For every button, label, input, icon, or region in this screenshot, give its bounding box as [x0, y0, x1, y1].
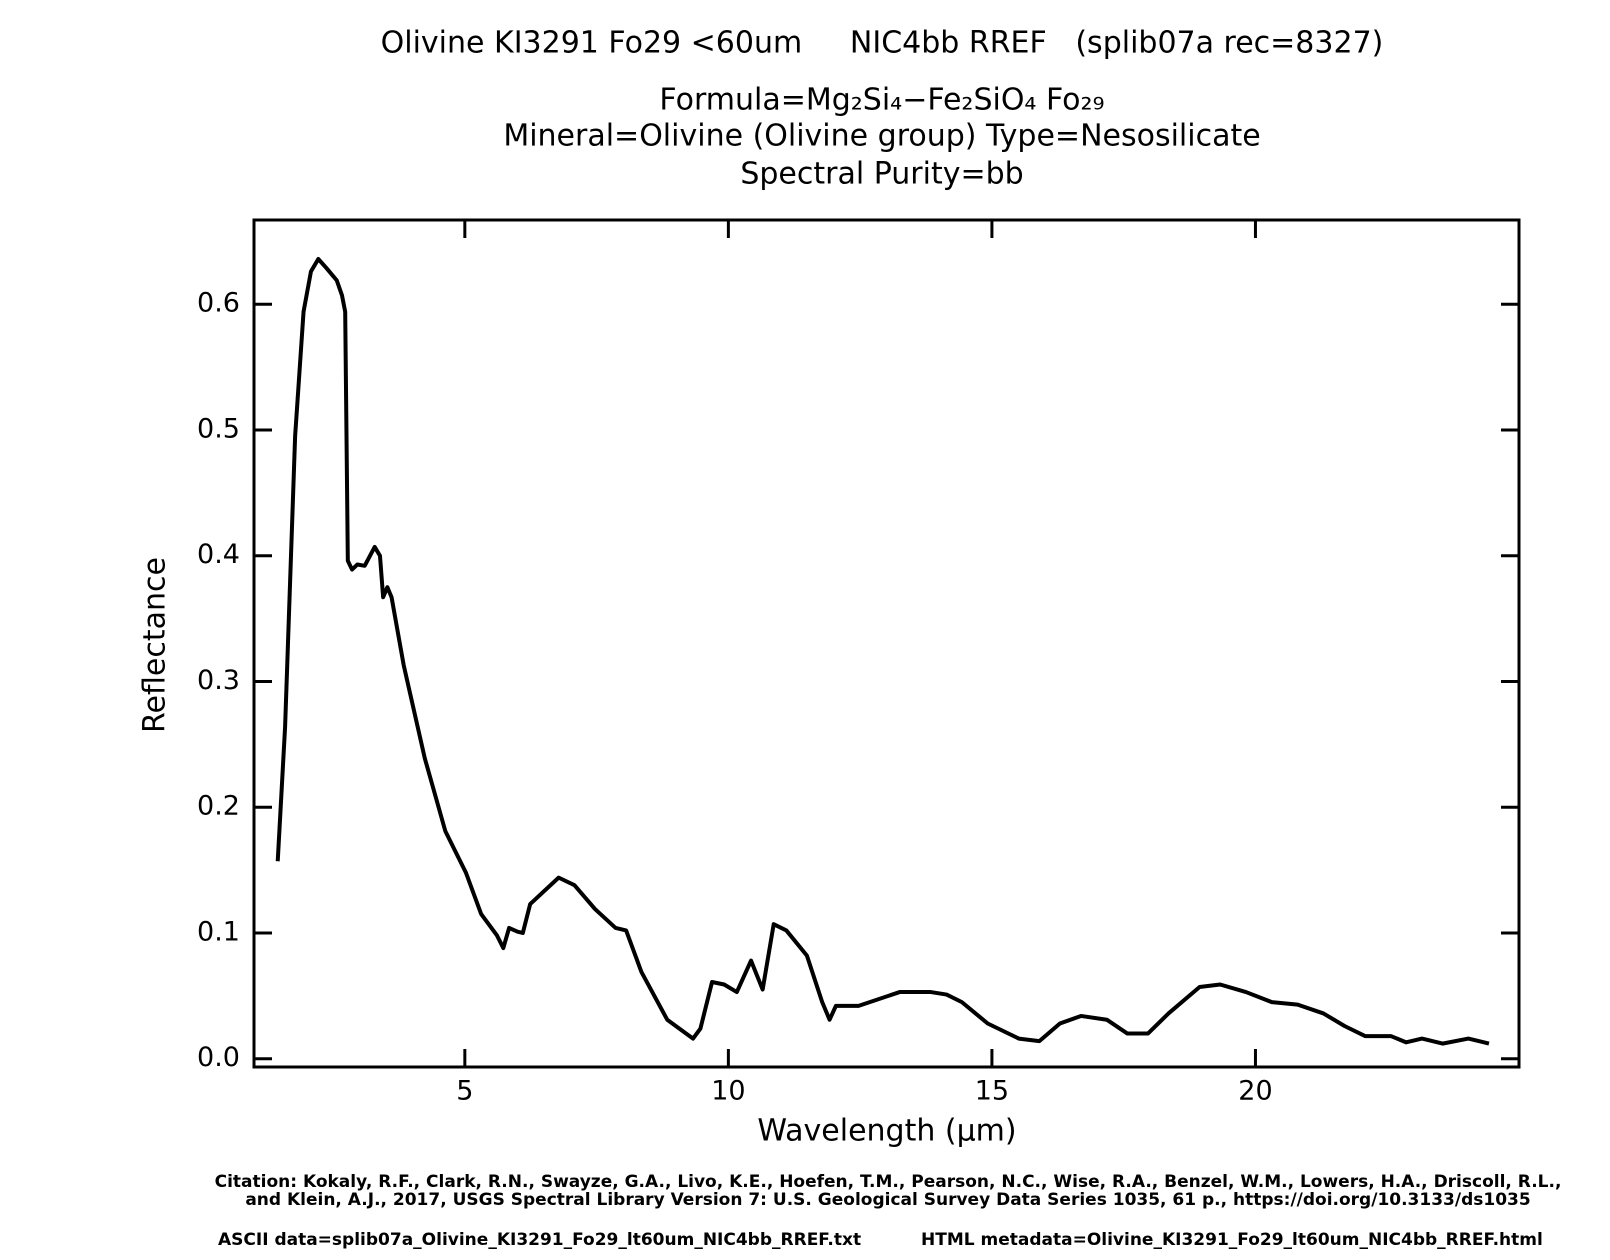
ascii-note: ASCII data=splib07a_Olivine_KI3291_Fo29_… [218, 1230, 861, 1250]
x-tick-label: 20 [1238, 1076, 1272, 1107]
y-tick-label: 0.3 [197, 665, 240, 696]
y-tick-label: 0.0 [197, 1042, 240, 1073]
y-axis-label: Reflectance [138, 557, 173, 733]
citation: Citation: Kokaly, R.F., Clark, R.N., Swa… [215, 1172, 1562, 1192]
subtitle: Mineral=Olivine (Olivine group) Type=Nes… [503, 119, 1260, 154]
plot-frame [252, 218, 1521, 1069]
y-tick-label: 0.4 [197, 539, 240, 570]
y-tick-label: 0.2 [197, 791, 240, 822]
y-tick-label: 0.6 [197, 288, 240, 319]
x-axis-label: Wavelength (μm) [757, 1114, 1016, 1149]
subtitle: Spectral Purity=bb [740, 157, 1023, 192]
citation: and Klein, A.J., 2017, USGS Spectral Lib… [245, 1190, 1530, 1210]
x-tick-label: 5 [456, 1076, 473, 1107]
y-tick-label: 0.5 [197, 413, 240, 444]
html-note: HTML metadata=Olivine_KI3291_Fo29_lt60um… [921, 1230, 1543, 1250]
chart-title: Olivine KI3291 Fo29 <60um NIC4bb RREF (s… [381, 26, 1384, 61]
subtitle: Formula=Mg₂Si₄−Fe₂SiO₄ Fo₂₉ [659, 83, 1104, 118]
x-tick-label: 15 [975, 1076, 1009, 1107]
spectrum-line [275, 256, 1490, 1046]
y-tick-label: 0.1 [197, 916, 240, 947]
x-tick-label: 10 [711, 1076, 745, 1107]
